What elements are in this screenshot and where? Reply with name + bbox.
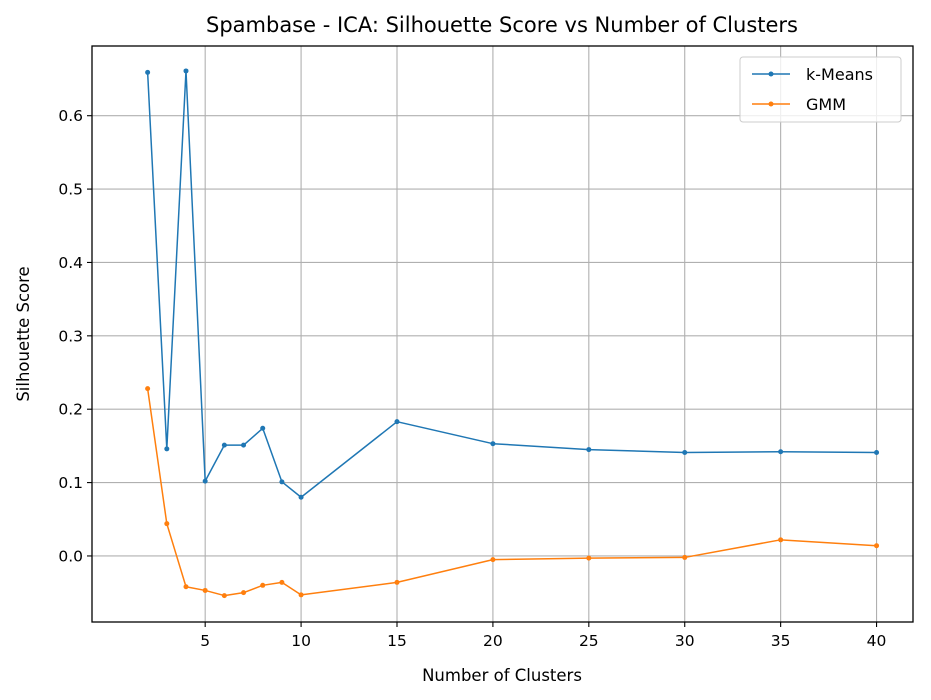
data-point-k-means <box>164 446 170 452</box>
y-axis-label: Silhouette Score <box>14 266 33 401</box>
data-point-gmm <box>202 587 208 593</box>
legend-gmm-label: GMM <box>806 95 846 114</box>
data-point-gmm <box>145 386 151 392</box>
data-point-k-means <box>874 450 880 456</box>
data-point-k-means <box>241 442 247 448</box>
data-point-gmm <box>221 593 227 599</box>
data-point-k-means <box>279 479 285 485</box>
data-point-k-means <box>183 68 189 74</box>
tick-layer: 5 10 15 20 25 30 35 40 0.0 0.1 0.2 0.3 0.4 0.5 0.6 <box>58 107 886 650</box>
data-point-gmm <box>682 554 688 560</box>
data-point-k-means <box>394 419 400 425</box>
y-tick-label: 0.0 <box>58 547 83 565</box>
data-point-gmm <box>778 537 784 543</box>
y-tick-label: 0.6 <box>58 107 83 125</box>
legend-gmm-marker <box>768 101 774 107</box>
data-point-k-means <box>490 441 496 447</box>
data-point-gmm <box>586 555 592 561</box>
x-tick-label: 25 <box>579 632 599 650</box>
data-point-k-means <box>298 494 304 500</box>
y-tick-label: 0.5 <box>58 181 83 199</box>
y-tick-label: 0.4 <box>58 254 83 272</box>
data-point-gmm <box>394 579 400 585</box>
data-point-gmm <box>183 584 189 590</box>
data-point-gmm <box>260 582 266 588</box>
plot-frame <box>91 45 914 623</box>
legend: k-Means GMM <box>739 56 902 123</box>
data-point-k-means <box>145 69 151 75</box>
data-point-gmm <box>241 590 247 596</box>
x-tick-label: 35 <box>771 632 791 650</box>
legend-kmeans-label: k-Means <box>806 65 873 84</box>
data-point-k-means <box>778 449 784 455</box>
data-point-gmm <box>490 557 496 563</box>
y-tick-label: 0.3 <box>58 327 83 345</box>
series-line-k-means <box>146 70 877 499</box>
x-tick-label: 40 <box>867 632 887 650</box>
x-tick-label: 15 <box>387 632 407 650</box>
data-point-gmm <box>164 521 170 527</box>
data-point-gmm <box>874 543 880 549</box>
chart-title: Spambase - ICA: Silhouette Score vs Numb… <box>206 13 798 37</box>
data-point-k-means <box>586 447 592 453</box>
x-axis-label: Number of Clusters <box>422 666 582 685</box>
y-tick-label: 0.1 <box>58 474 83 492</box>
legend-kmeans-marker <box>768 71 774 77</box>
grid <box>92 46 913 622</box>
x-tick-label: 30 <box>675 632 695 650</box>
x-tick-label: 5 <box>200 632 210 650</box>
data-point-gmm <box>298 592 304 598</box>
data-point-k-means <box>260 425 266 431</box>
series-layer <box>145 68 880 599</box>
series-line-gmm <box>146 388 877 597</box>
data-point-k-means <box>221 442 227 448</box>
x-tick-label: 10 <box>291 632 311 650</box>
data-point-gmm <box>279 579 285 585</box>
data-point-k-means <box>202 478 208 484</box>
x-tick-label: 20 <box>483 632 503 650</box>
data-point-k-means <box>682 450 688 456</box>
y-tick-label: 0.2 <box>58 401 83 419</box>
